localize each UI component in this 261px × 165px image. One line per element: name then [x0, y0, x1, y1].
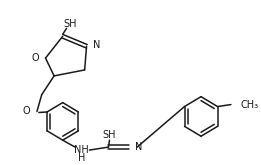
Text: N: N — [135, 142, 143, 152]
Text: SH: SH — [64, 19, 77, 29]
Text: CH₃: CH₃ — [240, 99, 259, 110]
Text: NH: NH — [74, 145, 89, 155]
Text: H: H — [78, 153, 85, 163]
Text: SH: SH — [103, 130, 116, 140]
Text: O: O — [23, 106, 30, 116]
Text: N: N — [93, 40, 100, 50]
Text: O: O — [31, 53, 39, 63]
